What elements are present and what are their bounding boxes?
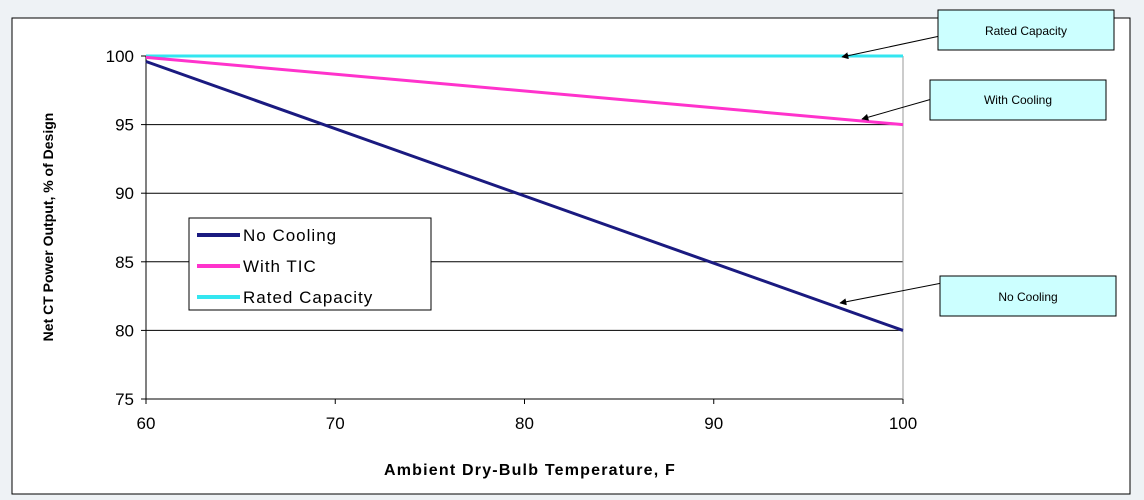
callout-arrow-rated-capacity (841, 35, 941, 60)
callout-label-with-cooling: With Cooling (984, 93, 1052, 107)
callout-box-with-cooling (929, 79, 1107, 121)
callout-box-no-cooling (939, 275, 1117, 317)
x-tick-label-70: 70 (326, 414, 345, 433)
legend-label-no-cooling: No Cooling (243, 226, 337, 245)
y-axis-label: Net CT Power Output, % of Design (40, 113, 56, 342)
callout-label-rated-capacity: Rated Capacity (985, 24, 1067, 38)
callout-label-no-cooling: No Cooling (998, 290, 1057, 304)
callout-box-rated-capacity (937, 9, 1115, 51)
y-tick-label-80: 80 (115, 321, 134, 340)
callout-arrow-with-cooling (861, 98, 933, 121)
tick-labels: 75 80 85 90 95 100 60 70 80 90 100 (106, 47, 918, 433)
x-tick-label-80: 80 (515, 414, 534, 433)
series-layer (145, 54, 904, 332)
series-line-no-cooling (145, 60, 904, 332)
legend: No Cooling With TIC Rated Capacity (188, 217, 432, 311)
legend-label-rated-capacity: Rated Capacity (243, 288, 373, 307)
y-tick-label-100: 100 (106, 47, 134, 66)
y-tick-label-85: 85 (115, 253, 134, 272)
y-tick-label-95: 95 (115, 116, 134, 135)
callouts: Rated Capacity With Cooling No Cooling (839, 9, 1117, 317)
callout-arrow-no-cooling (839, 282, 943, 306)
series-line-with-tic (145, 55, 904, 127)
x-tick-label-100: 100 (889, 414, 917, 433)
x-tick-label-60: 60 (137, 414, 156, 433)
y-tick-label-75: 75 (115, 390, 134, 409)
x-tick-label-90: 90 (704, 414, 723, 433)
legend-label-with-tic: With TIC (243, 257, 317, 276)
x-axis-label: Ambient Dry-Bulb Temperature, F (384, 462, 676, 479)
y-tick-label-90: 90 (115, 184, 134, 203)
